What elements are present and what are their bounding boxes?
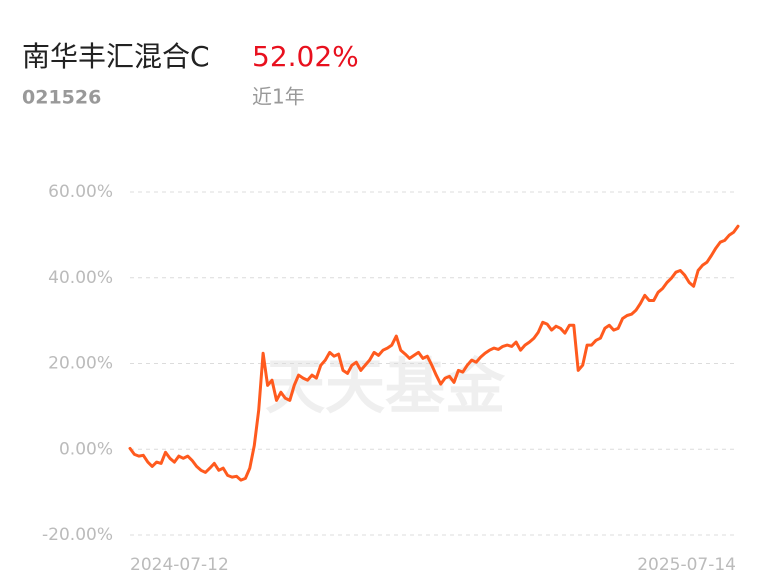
- y-tick-label: 40.00%: [48, 268, 113, 288]
- period-label: 近1年: [252, 85, 305, 109]
- fund-name: 南华丰汇混合C: [22, 40, 210, 73]
- line-series: [128, 224, 740, 482]
- y-tick-label: 0.00%: [59, 439, 113, 459]
- fund-code: 021526: [22, 87, 101, 109]
- y-tick-label: 20.00%: [48, 354, 113, 374]
- y-tick-label: 60.00%: [48, 182, 113, 202]
- x-tick-label: 2024-07-12: [130, 555, 229, 575]
- return-value: 52.02%: [252, 40, 359, 73]
- watermark: 天天基金: [265, 353, 506, 423]
- y-tick-label: -20.00%: [42, 525, 113, 545]
- x-tick-label: 2025-07-14: [637, 555, 736, 575]
